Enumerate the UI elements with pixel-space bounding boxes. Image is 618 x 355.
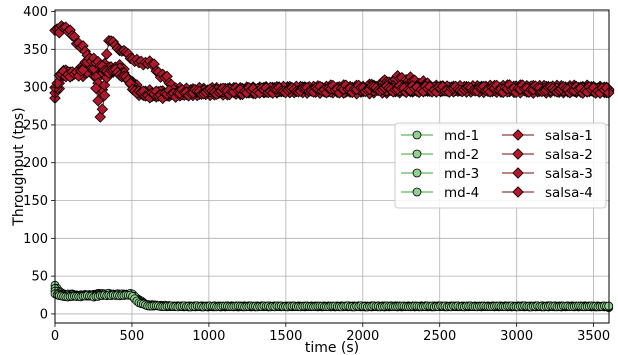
series-salsa-4 <box>49 52 615 105</box>
y-tick-label: 350 <box>23 43 48 58</box>
data-point <box>51 77 63 89</box>
x-tick-label: 1000 <box>192 329 225 344</box>
x-tick-label: 2500 <box>423 329 456 344</box>
legend-marker <box>512 186 524 198</box>
y-tick-label: 50 <box>31 270 48 285</box>
legend-item-salsa-3: salsa-3 <box>502 166 593 182</box>
legend-label: md-3 <box>444 166 479 182</box>
y-tick-label: 150 <box>23 194 48 209</box>
x-tick-label: 2000 <box>346 329 379 344</box>
legend-marker <box>412 149 422 159</box>
legend-marker <box>412 168 422 178</box>
data-point <box>77 64 89 76</box>
x-axis-label: time (s) <box>305 340 359 355</box>
data-point <box>90 82 102 94</box>
x-tick-label: 3000 <box>500 329 533 344</box>
plot-frame <box>54 9 610 324</box>
y-tick-label: 400 <box>23 5 48 20</box>
data-point <box>98 89 111 102</box>
legend-item-md-2: md-2 <box>401 147 479 163</box>
y-tick-label: 200 <box>23 156 48 171</box>
legend: md-1 md-2 md-3 md-4 salsa-1 salsa-2 salsa-3 sal… <box>394 122 607 209</box>
legend-marker <box>512 148 524 160</box>
legend-marker <box>412 187 422 197</box>
data-series <box>49 20 615 313</box>
data-point <box>94 111 107 123</box>
legend-label: md-2 <box>444 147 479 163</box>
legend-marker <box>512 167 524 179</box>
x-tick-label: 0 <box>51 329 59 344</box>
data-point <box>92 94 104 107</box>
data-point <box>100 48 113 60</box>
series-md-4 <box>50 289 614 312</box>
legend-item-md-3: md-3 <box>401 166 479 182</box>
legend-marker <box>512 129 524 141</box>
axis-ticks: 0 500 1000 1500 2000 2500 3000 3500 0 50 100 150 200… <box>23 5 610 344</box>
legend-label: md-1 <box>444 128 479 144</box>
data-point <box>96 103 109 115</box>
y-tick-label: 300 <box>23 81 48 96</box>
legend-item-md-4: md-4 <box>401 185 479 201</box>
y-tick-label: 0 <box>40 307 48 322</box>
legend-marker <box>412 130 422 140</box>
legend-label: salsa-3 <box>545 166 593 182</box>
x-tick-label: 3500 <box>577 329 610 344</box>
legend-item-salsa-4: salsa-4 <box>502 185 593 201</box>
legend-item-md-1: md-1 <box>401 128 479 144</box>
legend-box <box>394 122 607 209</box>
y-tick-label: 100 <box>23 232 48 247</box>
legend-label: md-4 <box>444 185 479 201</box>
legend-label: salsa-4 <box>545 185 593 201</box>
legend-item-salsa-1: salsa-1 <box>502 128 593 144</box>
y-tick-label: 250 <box>23 118 48 133</box>
legend-label: salsa-2 <box>545 147 593 163</box>
legend-label: salsa-1 <box>545 128 593 144</box>
legend-item-salsa-2: salsa-2 <box>502 147 593 163</box>
x-tick-label: 500 <box>120 329 145 344</box>
x-tick-label: 1500 <box>269 329 302 344</box>
y-axis-label: Throughput (tps) <box>11 107 27 226</box>
